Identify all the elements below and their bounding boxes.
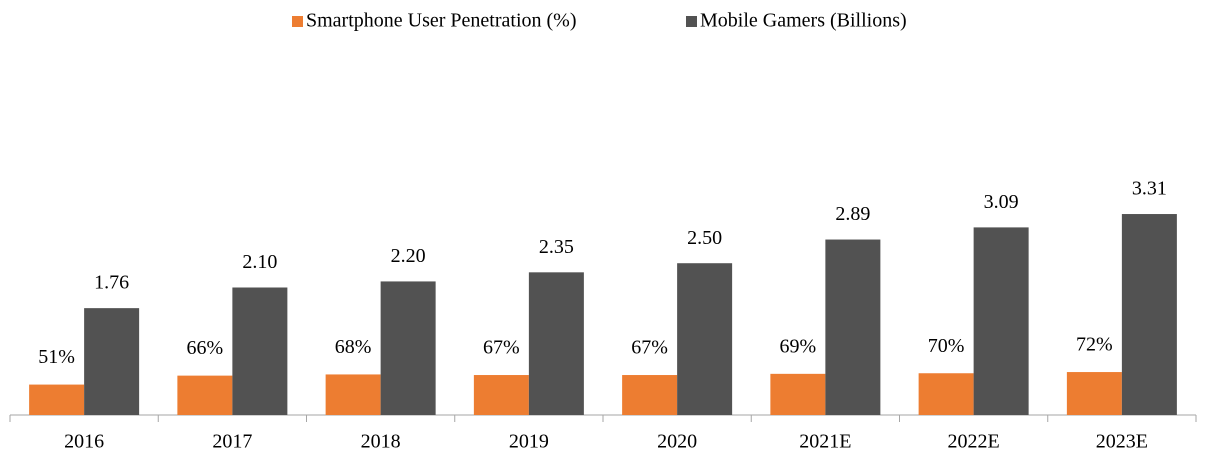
data-label: 66%	[187, 337, 224, 359]
bar	[325, 374, 381, 415]
data-label: 2.35	[539, 236, 574, 258]
bar	[232, 287, 288, 415]
bar	[1121, 214, 1177, 415]
data-label: 70%	[928, 335, 965, 357]
data-label: 72%	[1076, 334, 1113, 356]
data-label: 2.10	[242, 251, 277, 273]
bar	[528, 272, 584, 415]
bar	[473, 375, 529, 415]
bar	[973, 227, 1029, 415]
data-label: 51%	[38, 346, 75, 368]
legend-label: Mobile Gamers (Billions)	[700, 10, 907, 32]
x-tick-label: 2016	[64, 431, 104, 453]
bar	[677, 263, 733, 415]
legend-swatch	[686, 16, 697, 27]
bar	[1066, 372, 1122, 415]
bar	[177, 375, 233, 415]
legend-label: Smartphone User Penetration (%)	[306, 10, 576, 32]
bar	[918, 373, 974, 415]
data-label: 2.89	[835, 203, 870, 225]
legend-swatch	[292, 16, 303, 27]
x-tick-label: 2017	[212, 431, 252, 453]
bar	[622, 375, 678, 415]
data-label: 1.76	[94, 272, 129, 294]
x-tick-label: 2020	[657, 431, 697, 453]
data-label: 68%	[335, 336, 372, 358]
x-tick-label: 2021E	[799, 431, 851, 453]
data-label: 69%	[780, 335, 817, 357]
data-label: 2.50	[687, 227, 722, 249]
x-tick-label: 2023E	[1096, 431, 1148, 453]
bar	[29, 384, 85, 415]
data-label: 3.31	[1132, 178, 1167, 200]
x-tick-label: 2022E	[948, 431, 1000, 453]
bar	[770, 373, 826, 415]
data-label: 67%	[631, 337, 668, 359]
x-tick-label: 2019	[509, 431, 549, 453]
data-label: 2.20	[391, 245, 426, 267]
bar	[380, 281, 436, 415]
data-label: 3.09	[984, 191, 1019, 213]
x-tick-label: 2018	[361, 431, 401, 453]
bar	[825, 239, 881, 415]
data-label: 67%	[483, 337, 520, 359]
bar	[84, 308, 140, 415]
